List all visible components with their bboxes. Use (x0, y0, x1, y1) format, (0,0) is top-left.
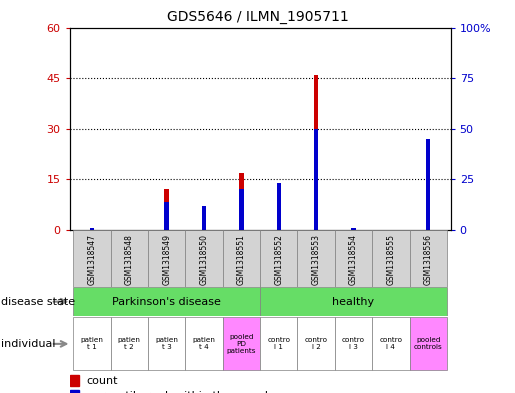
FancyBboxPatch shape (185, 318, 222, 370)
FancyBboxPatch shape (73, 318, 111, 370)
Text: GSM1318549: GSM1318549 (162, 235, 171, 285)
Text: disease state: disease state (1, 297, 75, 307)
Text: GSM1318550: GSM1318550 (199, 235, 209, 285)
FancyBboxPatch shape (185, 230, 222, 287)
Text: GSM1318554: GSM1318554 (349, 235, 358, 285)
Text: contro
l 1: contro l 1 (267, 337, 290, 351)
FancyBboxPatch shape (148, 318, 185, 370)
Bar (277, 183, 281, 230)
Bar (314, 75, 318, 230)
FancyBboxPatch shape (335, 318, 372, 370)
Bar (202, 206, 207, 230)
FancyBboxPatch shape (409, 318, 447, 370)
Text: Parkinson's disease: Parkinson's disease (112, 297, 221, 307)
Bar (351, 228, 356, 230)
Text: patien
t 4: patien t 4 (193, 337, 215, 351)
FancyBboxPatch shape (260, 318, 298, 370)
Bar (90, 228, 94, 230)
Bar (426, 142, 431, 230)
Text: pooled
PD
patients: pooled PD patients (227, 334, 256, 354)
FancyBboxPatch shape (298, 318, 335, 370)
Bar (239, 173, 244, 230)
Text: GSM1318555: GSM1318555 (386, 235, 396, 285)
Text: contro
l 4: contro l 4 (380, 337, 402, 351)
Text: GSM1318547: GSM1318547 (88, 235, 96, 285)
Bar (70, 375, 79, 386)
Text: GSM1318551: GSM1318551 (237, 235, 246, 285)
Text: GSM1318556: GSM1318556 (424, 235, 433, 285)
FancyBboxPatch shape (111, 230, 148, 287)
Text: count: count (87, 376, 118, 386)
FancyBboxPatch shape (409, 230, 447, 287)
FancyBboxPatch shape (73, 287, 260, 316)
FancyBboxPatch shape (335, 230, 372, 287)
Text: contro
l 3: contro l 3 (342, 337, 365, 351)
Bar (164, 189, 169, 230)
FancyBboxPatch shape (372, 230, 409, 287)
Bar (314, 129, 318, 230)
FancyBboxPatch shape (222, 230, 260, 287)
Text: individual: individual (1, 339, 56, 349)
Bar (164, 202, 169, 230)
Text: GDS5646 / ILMN_1905711: GDS5646 / ILMN_1905711 (167, 10, 348, 24)
Text: GSM1318548: GSM1318548 (125, 235, 134, 285)
FancyBboxPatch shape (73, 230, 111, 287)
Bar (277, 184, 281, 230)
Text: patien
t 2: patien t 2 (118, 337, 141, 351)
Bar (426, 139, 431, 230)
Text: healthy: healthy (332, 297, 374, 307)
Text: contro
l 2: contro l 2 (304, 337, 328, 351)
Bar (202, 217, 207, 230)
Bar (70, 390, 79, 393)
FancyBboxPatch shape (222, 318, 260, 370)
Text: percentile rank within the sample: percentile rank within the sample (87, 391, 274, 393)
Bar (239, 189, 244, 230)
Text: GSM1318552: GSM1318552 (274, 235, 283, 285)
Text: GSM1318553: GSM1318553 (312, 235, 321, 285)
FancyBboxPatch shape (372, 318, 409, 370)
Text: patien
t 1: patien t 1 (80, 337, 104, 351)
Text: pooled
controls: pooled controls (414, 337, 442, 351)
FancyBboxPatch shape (111, 318, 148, 370)
FancyBboxPatch shape (148, 230, 185, 287)
FancyBboxPatch shape (298, 230, 335, 287)
FancyBboxPatch shape (260, 230, 298, 287)
FancyBboxPatch shape (260, 287, 447, 316)
Text: patien
t 3: patien t 3 (155, 337, 178, 351)
